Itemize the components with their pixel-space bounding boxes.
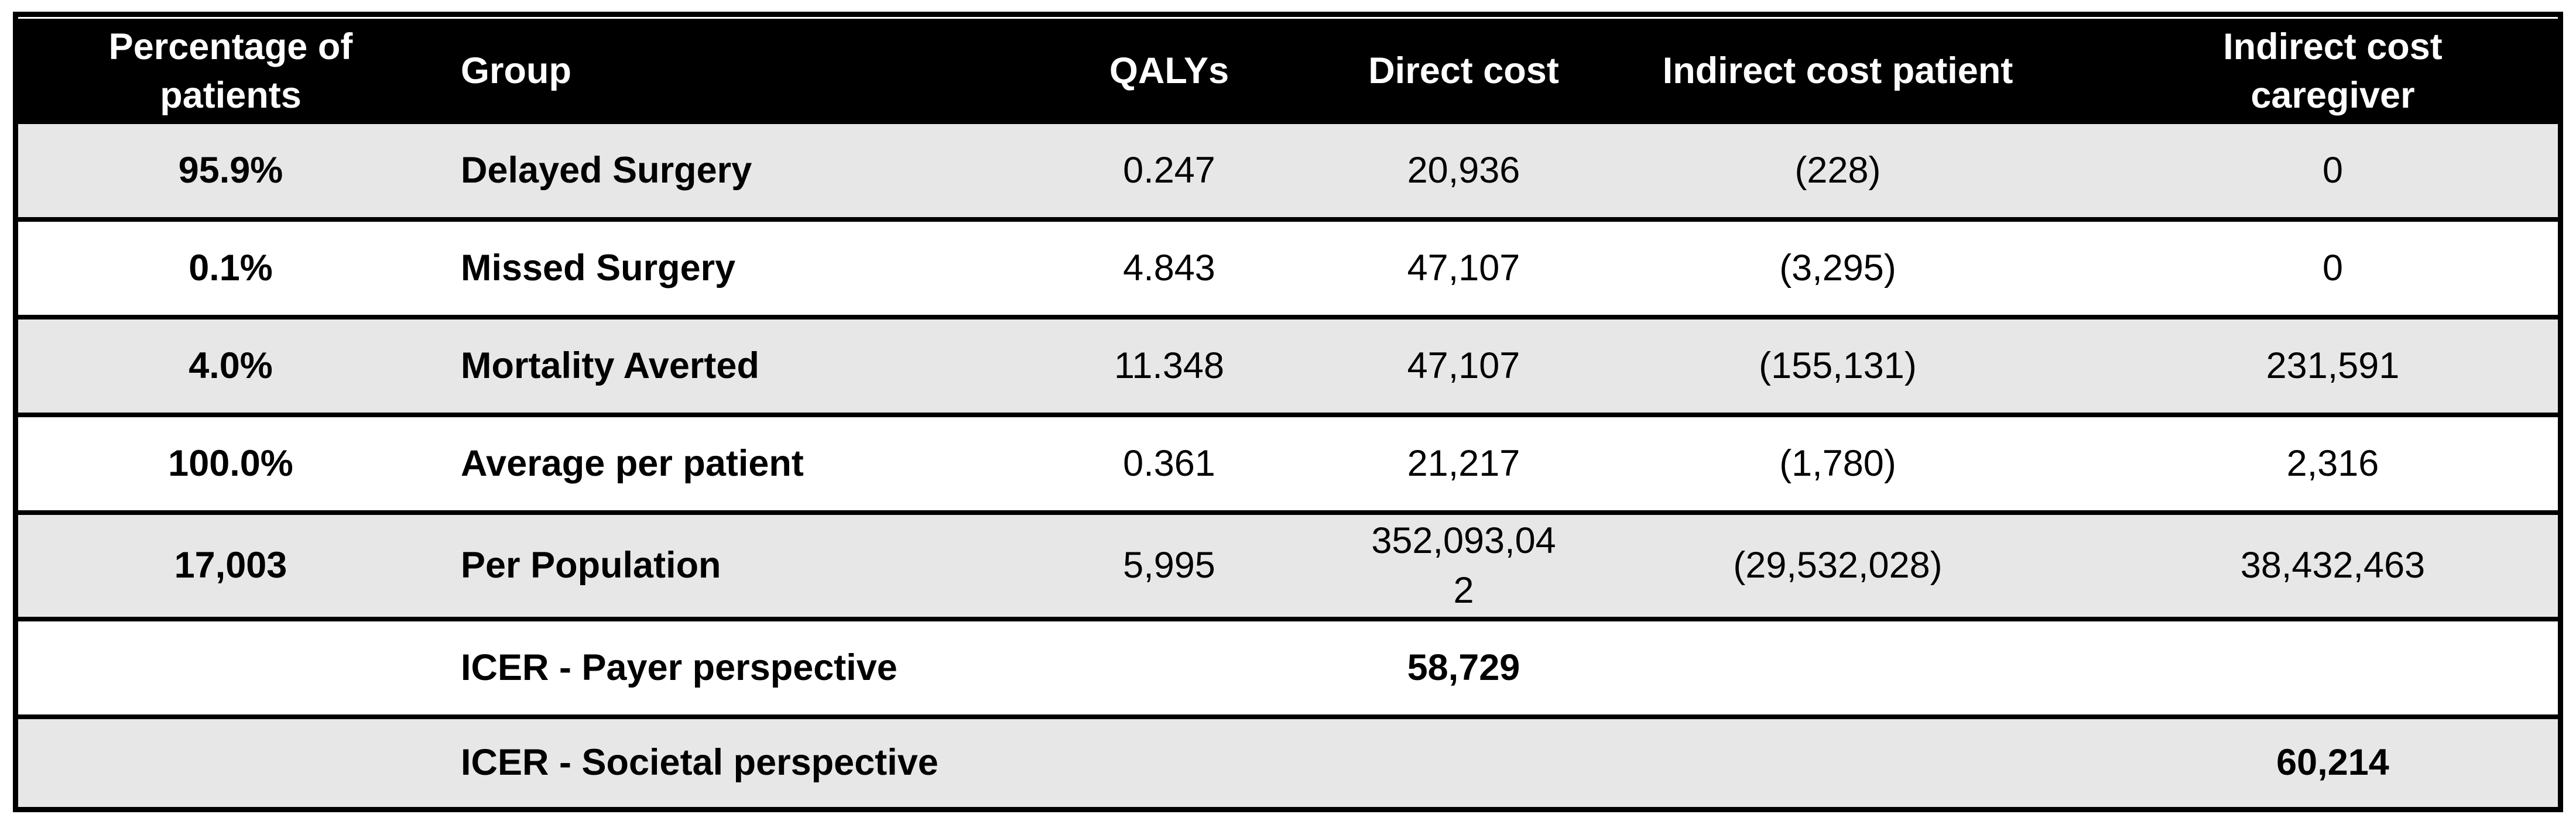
cost-effectiveness-table: Percentage of patients Group QALYs Direc… [13, 12, 2563, 812]
cell-group-missed-surgery: Missed Surgery [443, 222, 979, 319]
cell-indirect-caregiver-delayed-surgery: 0 [2108, 124, 2558, 222]
header-row: Percentage of patients Group QALYs Direc… [18, 17, 2558, 124]
column-header-percentage-of-patients: Percentage of patients [18, 17, 443, 124]
cell-pct-delayed-surgery: 95.9% [18, 124, 443, 222]
column-header-qalys: QALYs [979, 17, 1359, 124]
cell-indirect-caregiver-per-population: 38,432,463 [2108, 515, 2558, 621]
cell-pct-average-per-patient: 100.0% [18, 417, 443, 515]
cell-direct-cost-average-per-patient: 21,217 [1359, 417, 1568, 515]
column-header-direct-cost: Direct cost [1359, 17, 1568, 124]
cell-indirect-patient-delayed-surgery: (228) [1568, 124, 2108, 222]
cell-group-delayed-surgery: Delayed Surgery [443, 124, 979, 222]
cell-pct-icer-payer [18, 621, 443, 719]
table-row-icer-societal: ICER - Societal perspective 60,214 [18, 719, 2558, 807]
cell-group-icer-payer: ICER - Payer perspective [443, 621, 979, 719]
table-row-icer-payer: ICER - Payer perspective 58,729 [18, 621, 2558, 719]
column-header-group: Group [443, 17, 979, 124]
cell-indirect-patient-icer-societal [1568, 719, 2108, 807]
cell-group-per-population: Per Population [443, 515, 979, 621]
cell-direct-cost-delayed-surgery: 20,936 [1359, 124, 1568, 222]
table-row-missed-surgery: 0.1% Missed Surgery 4.843 47,107 (3,295)… [18, 222, 2558, 319]
cell-pct-per-population: 17,003 [18, 515, 443, 621]
cell-indirect-patient-per-population: (29,532,028) [1568, 515, 2108, 621]
table-row-mortality-averted: 4.0% Mortality Averted 11.348 47,107 (15… [18, 319, 2558, 417]
cell-pct-mortality-averted: 4.0% [18, 319, 443, 417]
cell-qalys-mortality-averted: 11.348 [979, 319, 1359, 417]
cell-group-icer-societal: ICER - Societal perspective [443, 719, 979, 807]
cell-qalys-icer-payer [979, 621, 1359, 719]
cell-direct-cost-icer-societal [1359, 719, 1568, 807]
cell-group-mortality-averted: Mortality Averted [443, 319, 979, 417]
cell-qalys-delayed-surgery: 0.247 [979, 124, 1359, 222]
cell-indirect-caregiver-icer-societal: 60,214 [2108, 719, 2558, 807]
cell-indirect-patient-mortality-averted: (155,131) [1568, 319, 2108, 417]
cell-qalys-average-per-patient: 0.361 [979, 417, 1359, 515]
cell-indirect-caregiver-mortality-averted: 231,591 [2108, 319, 2558, 417]
cell-direct-cost-missed-surgery: 47,107 [1359, 222, 1568, 319]
table-row-per-population: 17,003 Per Population 5,995 352,093,042 … [18, 515, 2558, 621]
table-row-average-per-patient: 100.0% Average per patient 0.361 21,217 … [18, 417, 2558, 515]
cell-pct-icer-societal [18, 719, 443, 807]
cell-direct-cost-mortality-averted: 47,107 [1359, 319, 1568, 417]
cell-qalys-icer-societal [979, 719, 1359, 807]
cell-indirect-patient-missed-surgery: (3,295) [1568, 222, 2108, 319]
cell-pct-missed-surgery: 0.1% [18, 222, 443, 319]
cell-qalys-per-population: 5,995 [979, 515, 1359, 621]
column-header-indirect-cost-caregiver: Indirect cost caregiver [2108, 17, 2558, 124]
cell-indirect-caregiver-missed-surgery: 0 [2108, 222, 2558, 319]
cell-indirect-caregiver-icer-payer [2108, 621, 2558, 719]
cell-direct-cost-icer-payer: 58,729 [1359, 621, 1568, 719]
column-header-indirect-cost-patient: Indirect cost patient [1568, 17, 2108, 124]
cell-group-average-per-patient: Average per patient [443, 417, 979, 515]
cell-indirect-caregiver-average-per-patient: 2,316 [2108, 417, 2558, 515]
cell-qalys-missed-surgery: 4.843 [979, 222, 1359, 319]
cell-indirect-patient-average-per-patient: (1,780) [1568, 417, 2108, 515]
cell-indirect-patient-icer-payer [1568, 621, 2108, 719]
table-row-delayed-surgery: 95.9% Delayed Surgery 0.247 20,936 (228)… [18, 124, 2558, 222]
cell-direct-cost-per-population: 352,093,042 [1359, 515, 1568, 621]
